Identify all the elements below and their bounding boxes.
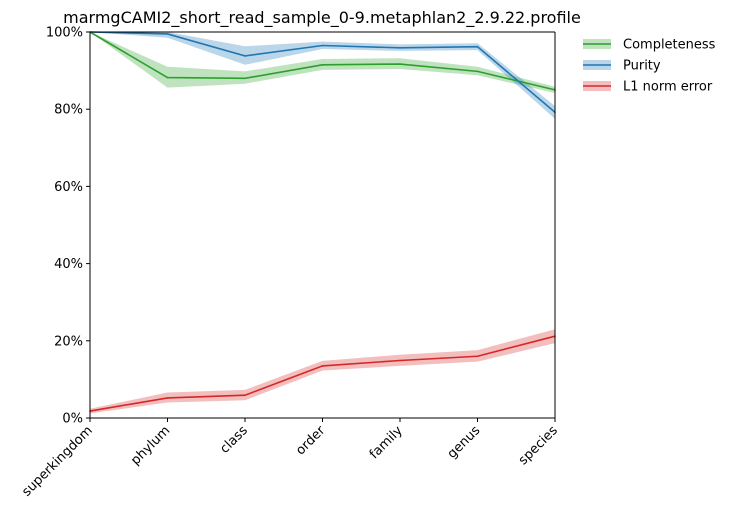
x-tick-label: class: [217, 423, 251, 457]
x-tick-label: superkingdom: [19, 423, 95, 499]
x-tick-label: phylum: [128, 423, 173, 468]
x-tick-label: species: [516, 423, 561, 468]
purity-point: [166, 33, 169, 35]
x-tick-label: family: [367, 423, 406, 462]
completeness-point: [321, 64, 324, 66]
confidence-bands: [90, 32, 555, 414]
completeness-point: [476, 70, 479, 73]
completeness-point: [399, 63, 401, 65]
y-tick-label: 60%: [54, 180, 83, 195]
completeness-point: [244, 77, 246, 80]
l1-norm-error-point: [476, 355, 479, 358]
completeness-legend-label: Completeness: [623, 38, 716, 53]
purity-point: [399, 47, 401, 49]
y-tick-label: 20%: [54, 334, 83, 349]
purity-point: [244, 55, 246, 57]
y-tick-label: 80%: [54, 103, 83, 118]
purity-legend-label: Purity: [623, 59, 661, 74]
series-lines: [89, 31, 556, 412]
l1-norm-error-legend-label: L1 norm error: [623, 80, 713, 95]
l1-norm-error-line: [89, 335, 556, 412]
l1-norm-error-band: [90, 329, 555, 414]
chart-title: marmgCAMI2_short_read_sample_0-9.metaphl…: [63, 8, 581, 28]
x-tick-label: genus: [445, 423, 484, 462]
completeness-band: [90, 32, 555, 93]
completeness-point: [166, 76, 169, 79]
y-tick-label: 0%: [62, 412, 83, 427]
y-tick-label: 40%: [54, 257, 83, 272]
x-ticks: superkingdom phylum class order family genus s…: [19, 418, 561, 500]
purity-point: [476, 45, 479, 48]
y-ticks: 0% 20% 40% 60% 80% 100%: [46, 26, 90, 427]
purity-point: [321, 44, 324, 47]
l1-norm-error-point: [166, 397, 169, 399]
axes: [89, 31, 556, 419]
l1-norm-error-point: [244, 394, 246, 397]
l1-norm-error-point: [321, 365, 324, 367]
y-tick-label: 100%: [46, 26, 83, 41]
legend: Completeness Purity L1 norm error: [583, 38, 716, 95]
x-tick-label: order: [293, 423, 329, 459]
l1-norm-error-point: [399, 359, 401, 362]
